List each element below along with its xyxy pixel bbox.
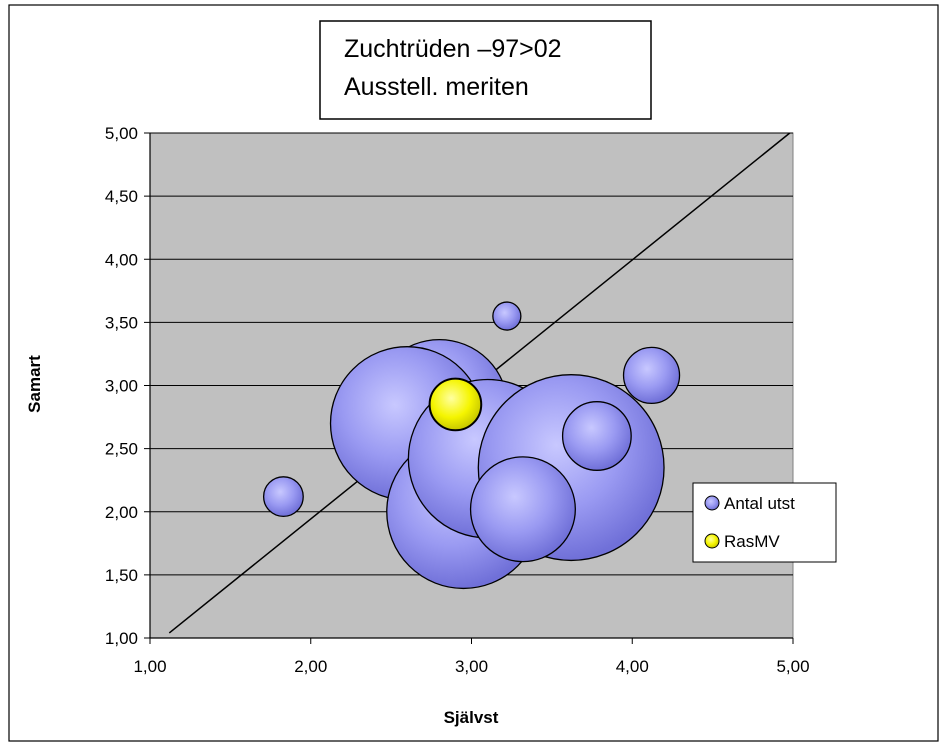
y-tick-label-5: 3,50 [105, 313, 138, 332]
x-tick-label-1: 2,00 [294, 657, 327, 676]
y-tick-label-6: 4,00 [105, 250, 138, 269]
y-tick-label-1: 1,50 [105, 566, 138, 585]
bubble-antal-utst-0 [262, 476, 304, 518]
title-line-1: Zuchtrüden –97>02 [344, 35, 562, 63]
axes [144, 132, 794, 644]
x-tick-label-0: 1,00 [133, 657, 166, 676]
bubbles [262, 301, 681, 590]
y-axis-title: Samart [25, 355, 44, 413]
title-box [319, 20, 652, 120]
legend: Antal utst RasMV [692, 482, 837, 563]
legend-label-antal-utst: Antal utst [724, 494, 795, 513]
bubble-rasmv-0 [428, 377, 483, 432]
y-tick-label-0: 1,00 [105, 629, 138, 648]
legend-box [692, 482, 837, 563]
bubble-antal-utst-1 [492, 301, 522, 331]
x-tick-label-4: 5,00 [776, 657, 809, 676]
y-tick-label-3: 2,50 [105, 440, 138, 459]
y-tick-label-8: 5,00 [105, 124, 138, 143]
x-tick-label-3: 4,00 [616, 657, 649, 676]
legend-marker-antal-utst [704, 495, 720, 511]
x-tick-label-2: 3,00 [455, 657, 488, 676]
y-tick-label-7: 4,50 [105, 187, 138, 206]
title-line-2: Ausstell. meriten [344, 73, 529, 101]
x-axis-title: Självst [444, 708, 499, 727]
bubble-antal-utst-9 [469, 456, 576, 563]
y-tick-label-2: 2,00 [105, 503, 138, 522]
legend-label-rasmv: RasMV [724, 532, 780, 551]
bubble-antal-utst-8 [561, 401, 632, 471]
bubble-antal-utst-2 [622, 346, 681, 405]
y-tick-label-4: 3,00 [105, 377, 138, 396]
x-tick-labels: 1,00 2,00 3,00 4,00 5,00 [133, 657, 809, 676]
y-tick-labels: 1,00 1,50 2,00 2,50 3,00 3,50 4,00 4,50 5,00 [105, 124, 138, 648]
legend-marker-rasmv [704, 533, 720, 549]
